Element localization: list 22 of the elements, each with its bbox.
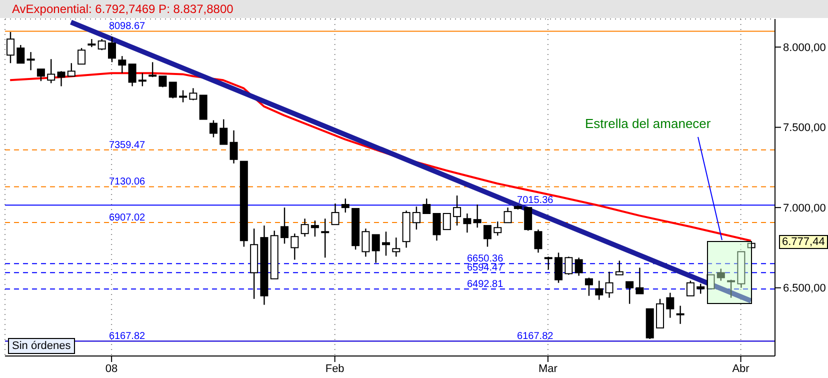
x-tick-label: Mar [538,362,558,375]
ref-line-label: 8098.67 [108,21,146,32]
ref-line-label: 6907.02 [108,212,146,224]
ref-line-label: 7130.06 [108,176,146,188]
y-tick-label: 7.000,00 [783,202,826,214]
x-tick-label: 08 [105,362,118,375]
text: 6.777,44 [779,235,828,249]
ref-line-label: 6594.47 [467,262,504,274]
ref-line-label: 6167.82 [517,331,554,342]
y-tick-label: 6.500,00 [783,282,826,295]
y-tick-label: 8.000,00 [783,42,826,54]
ref-line-label: 7015.36 [517,195,554,206]
annotation: Sin órdenes [8,338,75,354]
x-tick-label: Abr [732,362,750,375]
y-tick-label: 7.500,00 [783,122,826,134]
ref-line-label: 6492.81 [467,278,504,290]
ref-line-label: 7359.47 [108,140,146,151]
x-tick-label: Feb [325,362,344,375]
ref-line-label: 6167.82 [108,331,146,342]
chart-title: AvExponential: 6.792,7469 P: 8.837,8800 [0,0,828,18]
ref-line-label: 6650.36 [467,254,504,265]
annotation: Estrella del amanecer [585,116,711,131]
